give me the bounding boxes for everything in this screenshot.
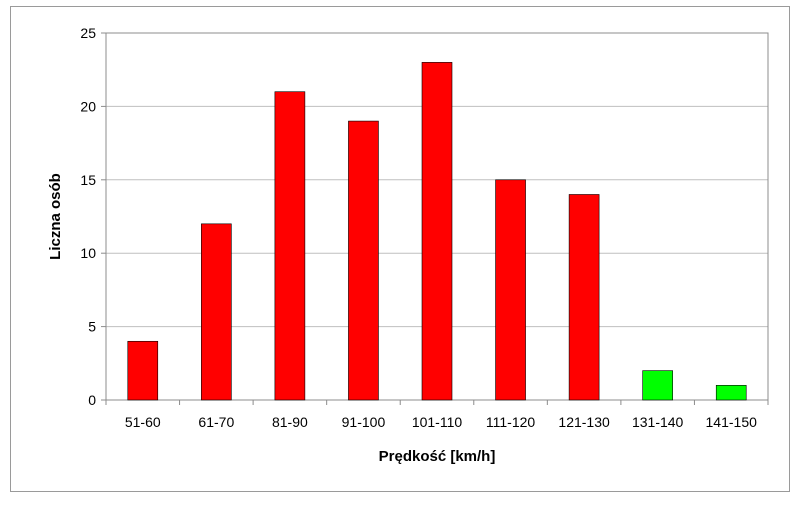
x-tick-label: 91-100 [342, 414, 386, 430]
x-tick-label: 141-150 [706, 414, 758, 430]
bar-51-60 [127, 340, 159, 401]
chart-frame [10, 6, 790, 492]
bar-81-90 [274, 91, 306, 401]
x-tick-label: 101-110 [412, 414, 463, 430]
bar-101-110 [421, 62, 453, 401]
y-tick-label: 15 [80, 172, 96, 188]
y-tick-label: 10 [80, 245, 96, 261]
y-tick-label: 20 [80, 98, 96, 114]
x-tick-label: 61-70 [198, 414, 234, 430]
x-axis: 51-60 61-70 81-90 91-100 101-110 111-120 121-1… [105, 400, 769, 430]
y-axis: 0 5 10 15 20 25 [80, 25, 106, 408]
bar-61-70 [201, 223, 232, 401]
bar-91-100 [348, 120, 379, 401]
x-tick-label: 131-140 [632, 414, 684, 430]
y-tick-label: 25 [80, 25, 96, 41]
x-tick-label: 111-120 [486, 414, 536, 430]
bars [127, 62, 747, 401]
x-axis-title: Prędkość [km/h] [379, 448, 496, 465]
x-tick-label: 51-60 [125, 414, 161, 430]
y-tick-label: 0 [88, 392, 96, 408]
x-tick-label: 121-130 [558, 414, 610, 430]
y-axis-title: Liczna osób [47, 173, 64, 260]
bar-141-150 [715, 385, 747, 401]
bar-131-140 [642, 370, 673, 401]
y-tick-label: 5 [88, 319, 96, 335]
bar-121-130 [568, 194, 600, 401]
bar-111-120 [495, 179, 526, 401]
x-tick-label: 81-90 [272, 414, 308, 430]
